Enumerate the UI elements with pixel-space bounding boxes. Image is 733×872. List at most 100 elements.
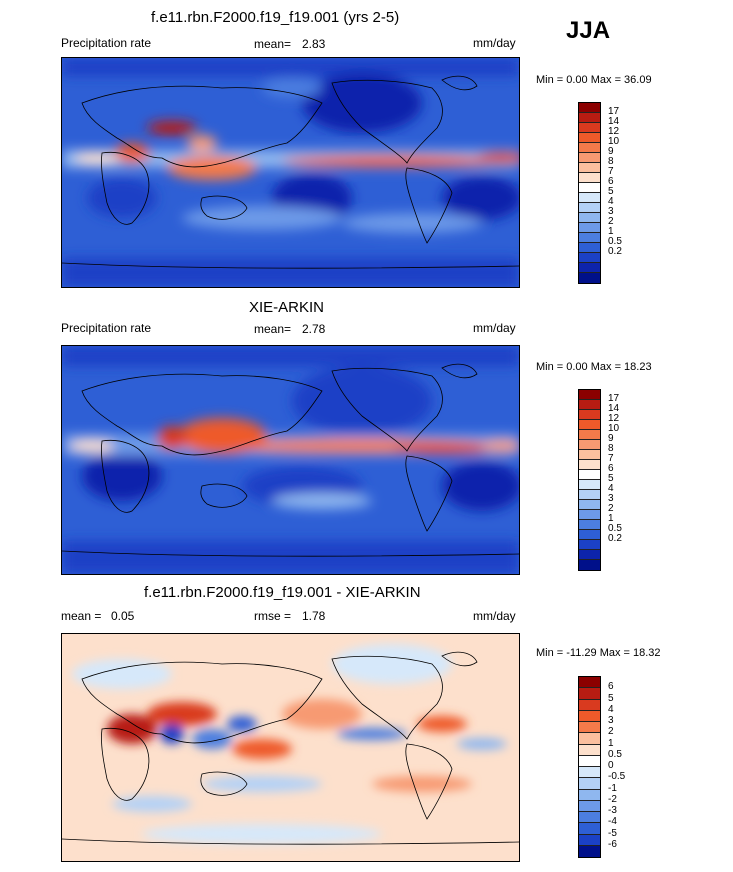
colorbar-swatch <box>579 845 600 857</box>
colorbar-swatch <box>579 755 600 767</box>
colorbar-tick-label: -5 <box>608 827 617 839</box>
panel-2-variable-label: Precipitation rate <box>61 321 152 335</box>
colorbar-tick-label: 12 <box>608 126 620 137</box>
panel-3-mean-value: 0.05 <box>111 609 135 623</box>
panel-3-map-svg <box>62 634 519 861</box>
panel-1-title: f.e11.rbn.F2000.f19_f19.001 (yrs 2-5) <box>151 9 400 26</box>
colorbar-swatch <box>579 490 600 500</box>
colorbar-tick-label: 2 <box>608 216 614 227</box>
colorbar-swatch <box>579 460 600 470</box>
colorbar-swatch <box>579 223 600 233</box>
colorbar-tick-label: 0 <box>608 760 614 771</box>
colorbar-tick-label: 10 <box>608 136 620 147</box>
colorbar-swatch <box>579 430 600 440</box>
colorbar-tick-label: 5 <box>608 186 614 197</box>
colorbar-tick-label: 4 <box>608 196 614 207</box>
colorbar-swatch <box>579 520 600 530</box>
colorbar-swatch <box>579 834 600 846</box>
colorbar-swatch <box>579 470 600 480</box>
colorbar-tick-label: -6 <box>608 838 617 850</box>
colorbar-tick-label: 12 <box>608 413 620 424</box>
panel-3-colorbar <box>578 676 601 858</box>
colorbar-swatch <box>579 540 600 550</box>
panel-2-mean-value: 2.78 <box>302 322 326 336</box>
panel-2-map <box>61 345 520 575</box>
panel-2-colorbar <box>578 389 601 571</box>
colorbar-swatch <box>579 688 600 700</box>
colorbar-tick-label: 3 <box>608 715 614 726</box>
colorbar-swatch <box>579 420 600 430</box>
colorbar-tick-label: 6 <box>608 176 614 187</box>
panel-3-minmax: Min = -11.29 Max = 18.32 <box>536 647 661 659</box>
colorbar-swatch <box>579 733 600 745</box>
panel-3-rmse-label: rmse = <box>254 609 292 623</box>
panel-3-rmse-value: 1.78 <box>302 609 326 623</box>
colorbar-tick-label: 0.5 <box>608 748 622 760</box>
colorbar-tick-label: -4 <box>608 816 617 828</box>
colorbar-swatch <box>579 113 600 123</box>
colorbar-swatch <box>579 812 600 824</box>
colorbar-tick-label: 1 <box>608 513 614 524</box>
colorbar-tick-label: 6 <box>608 681 614 693</box>
panel-2-minmax: Min = 0.00 Max = 18.23 <box>536 361 652 373</box>
colorbar-tick-label: 5 <box>608 692 614 704</box>
panel-1-variable-label: Precipitation rate <box>61 36 152 50</box>
colorbar-swatch <box>579 163 600 173</box>
panel-3-title: f.e11.rbn.F2000.f19_f19.001 - XIE-ARKIN <box>144 584 421 601</box>
colorbar-tick-label: 1 <box>608 737 614 749</box>
colorbar-tick-label: 0.2 <box>608 533 622 544</box>
colorbar-tick-label: 8 <box>608 156 614 167</box>
panel-1-colorbar <box>578 102 601 284</box>
colorbar-tick-label: 0.5 <box>608 236 622 247</box>
colorbar-tick-label: 2 <box>608 503 614 514</box>
panel-1-minmax: Min = 0.00 Max = 36.09 <box>536 74 652 86</box>
colorbar-swatch <box>579 243 600 253</box>
colorbar-swatch <box>579 213 600 223</box>
colorbar-swatch <box>579 123 600 133</box>
colorbar-tick-label: -2 <box>608 793 617 805</box>
panel-1-map-svg <box>62 58 519 287</box>
colorbar-tick-label: 17 <box>608 393 620 404</box>
colorbar-swatch <box>579 273 600 283</box>
colorbar-tick-label: -1 <box>608 782 617 794</box>
colorbar-tick-label: -0.5 <box>608 771 626 783</box>
colorbar-swatch <box>579 823 600 835</box>
colorbar-swatch <box>579 677 600 689</box>
colorbar-swatch <box>579 800 600 812</box>
colorbar-tick-label: 5 <box>608 473 614 484</box>
colorbar-swatch <box>579 390 600 400</box>
colorbar-swatch <box>579 410 600 420</box>
colorbar-swatch <box>579 710 600 722</box>
colorbar-tick-label: 1 <box>608 226 614 237</box>
colorbar-swatch <box>579 203 600 213</box>
colorbar-swatch <box>579 722 600 734</box>
colorbar-tick-label: 14 <box>608 116 620 127</box>
colorbar-tick-label: 4 <box>608 703 614 715</box>
colorbar-swatch <box>579 143 600 153</box>
colorbar-tick-label: 14 <box>608 403 620 414</box>
colorbar-swatch <box>579 510 600 520</box>
colorbar-swatch <box>579 233 600 243</box>
panel-2-title: XIE-ARKIN <box>249 299 325 316</box>
colorbar-tick-label: 9 <box>608 146 614 157</box>
colorbar-swatch <box>579 440 600 450</box>
colorbar-swatch <box>579 193 600 203</box>
colorbar-swatch <box>579 480 600 490</box>
colorbar-tick-label: 2 <box>608 726 614 738</box>
colorbar-tick-label: 4 <box>608 483 614 494</box>
colorbar-tick-label: 10 <box>608 423 620 434</box>
colorbar-tick-label: 7 <box>608 166 614 177</box>
colorbar-swatch <box>579 550 600 560</box>
season-label: JJA <box>566 17 611 44</box>
panel-3-units: mm/day <box>473 609 516 623</box>
panel-1-map <box>61 57 520 288</box>
colorbar-swatch <box>579 263 600 273</box>
colorbar-tick-label: 9 <box>608 433 614 444</box>
panel-1-units: mm/day <box>473 36 516 50</box>
colorbar-tick-label: 7 <box>608 453 614 464</box>
panel-3-map <box>61 633 520 862</box>
colorbar-tick-label: 17 <box>608 106 620 117</box>
colorbar-swatch <box>579 103 600 113</box>
colorbar-tick-label: 3 <box>608 206 614 217</box>
panel-2-map-svg <box>62 346 519 574</box>
